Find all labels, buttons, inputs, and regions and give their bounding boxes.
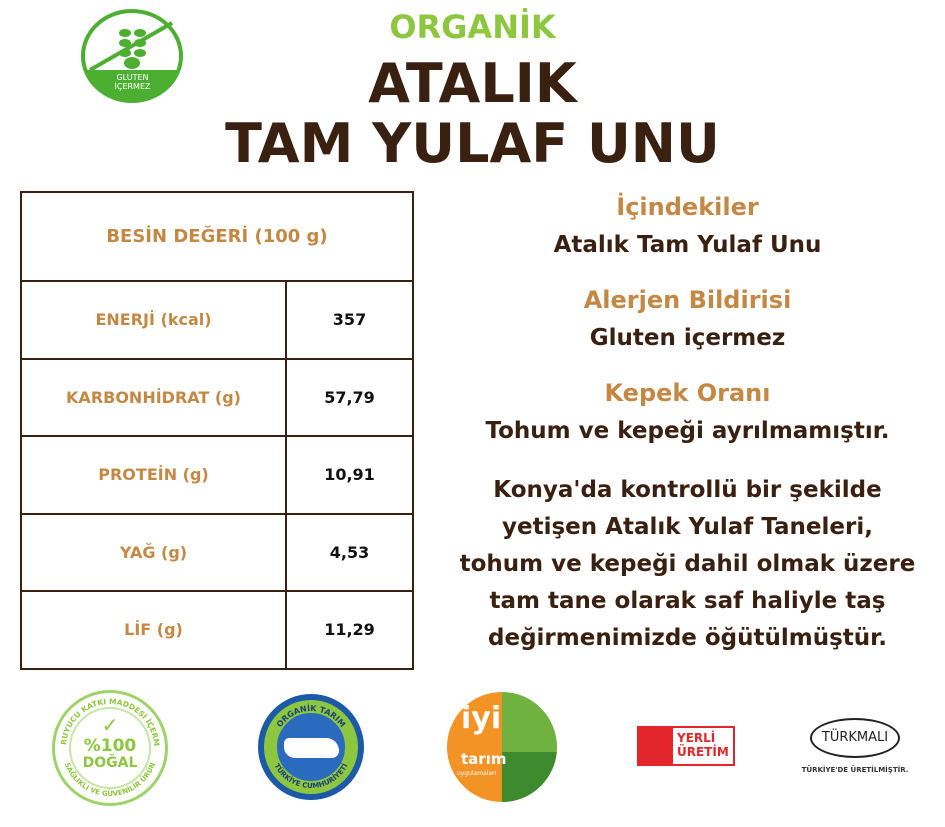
- organic-ring-bottom-text: TÜRKİYE CUMHURİYETİ: [272, 762, 349, 790]
- organic-ring-top-text: ORGANİK TARIM: [275, 703, 347, 729]
- allergen-text: Gluten içermez: [589, 325, 786, 351]
- natural-percent: %100: [83, 736, 137, 756]
- organik-label: ORGANİK: [389, 8, 556, 46]
- row-value: 57,79: [285, 357, 414, 437]
- tarim-text: tarım: [461, 750, 507, 768]
- bran-heading: Kepek Oranı: [604, 379, 771, 407]
- bran-text: Tohum ve kepeği ayrılmamıştır.: [485, 418, 890, 444]
- row-label: KARBONHİDRAT (g): [20, 357, 287, 437]
- natural-badge: KORUYUCU KATKI MADDESİ İÇERMEZ SAĞLIKLI …: [52, 690, 168, 806]
- description-line: yetişen Atalık Yulaf Taneleri,: [502, 514, 873, 540]
- description-line: değirmenimizde öğütülmüştür.: [488, 625, 887, 651]
- turkish-made-badge: TÜRKMALI TÜRKİYE'DE ÜRETİLMİŞTİR.: [800, 718, 910, 783]
- product-title-line2: TAM YULAF UNU: [225, 112, 720, 175]
- iyi-text: iyi: [461, 701, 502, 736]
- row-value: 11,29: [285, 590, 414, 670]
- turkmali-caption: TÜRKİYE'DE ÜRETİLMİŞTİR.: [801, 766, 909, 774]
- table-row: LİF (g) 11,29: [20, 590, 414, 670]
- row-label: YAĞ (g): [20, 512, 287, 592]
- icermez-text: İÇERMEZ: [114, 82, 151, 91]
- svg-text:ORGANİK TARIM: ORGANİK TARIM: [275, 703, 347, 729]
- row-label: ENERJİ (kcal): [20, 280, 287, 360]
- description: Konya'da kontrollü bir şekilde yetişen A…: [440, 472, 935, 657]
- row-value: 357: [285, 280, 414, 360]
- svg-text:TÜRKİYE CUMHURİYETİ: TÜRKİYE CUMHURİYETİ: [272, 762, 349, 790]
- natural-text: DOĞAL: [82, 755, 138, 771]
- check-icon: ✓: [101, 713, 119, 737]
- table-row: ENERJİ (kcal) 357: [20, 280, 414, 360]
- organic-farming-badge: ORGANİK TARIM TÜRKİYE CUMHURİYETİ: [258, 694, 364, 800]
- nutrition-table: BESİN DEĞERİ (100 g) ENERJİ (kcal) 357 KA…: [20, 191, 414, 670]
- row-value: 4,53: [285, 512, 414, 592]
- local-production-badge: YERLİ ÜRETİM: [637, 726, 735, 766]
- description-line: tam tane olarak saf haliyle taş: [489, 588, 886, 614]
- gluten-text: GLUTEN: [116, 73, 149, 82]
- good-agriculture-badge: iyi tarım uygulamaları: [447, 692, 557, 802]
- row-value: 10,91: [285, 435, 414, 515]
- ingredients-text: Atalık Tam Yulaf Unu: [553, 232, 822, 258]
- description-line: Konya'da kontrollü bir şekilde: [493, 477, 882, 503]
- table-row: KARBONHİDRAT (g) 57,79: [20, 357, 414, 437]
- nutrition-header: BESİN DEĞERİ (100 g): [20, 191, 414, 282]
- turkmali-logo: TÜRKMALI: [810, 718, 900, 758]
- row-label: LİF (g): [20, 590, 287, 670]
- description-line: tohum ve kepeği dahil olmak üzere: [459, 551, 916, 577]
- uretim-text: ÜRETİM: [677, 745, 729, 759]
- table-row: YAĞ (g) 4,53: [20, 512, 414, 592]
- table-row: PROTEİN (g) 10,91: [20, 435, 414, 515]
- yerli-text: YERLİ: [677, 731, 716, 745]
- product-title-line1: ATALIK: [368, 52, 577, 115]
- row-label: PROTEİN (g): [20, 435, 287, 515]
- gluten-free-badge: GLUTEN İÇERMEZ: [80, 8, 185, 105]
- uygulamalari-text: uygulamaları: [457, 770, 497, 777]
- allergen-heading: Alerjen Bildirisi: [583, 286, 792, 314]
- ingredients-heading: İçindekiler: [616, 193, 759, 221]
